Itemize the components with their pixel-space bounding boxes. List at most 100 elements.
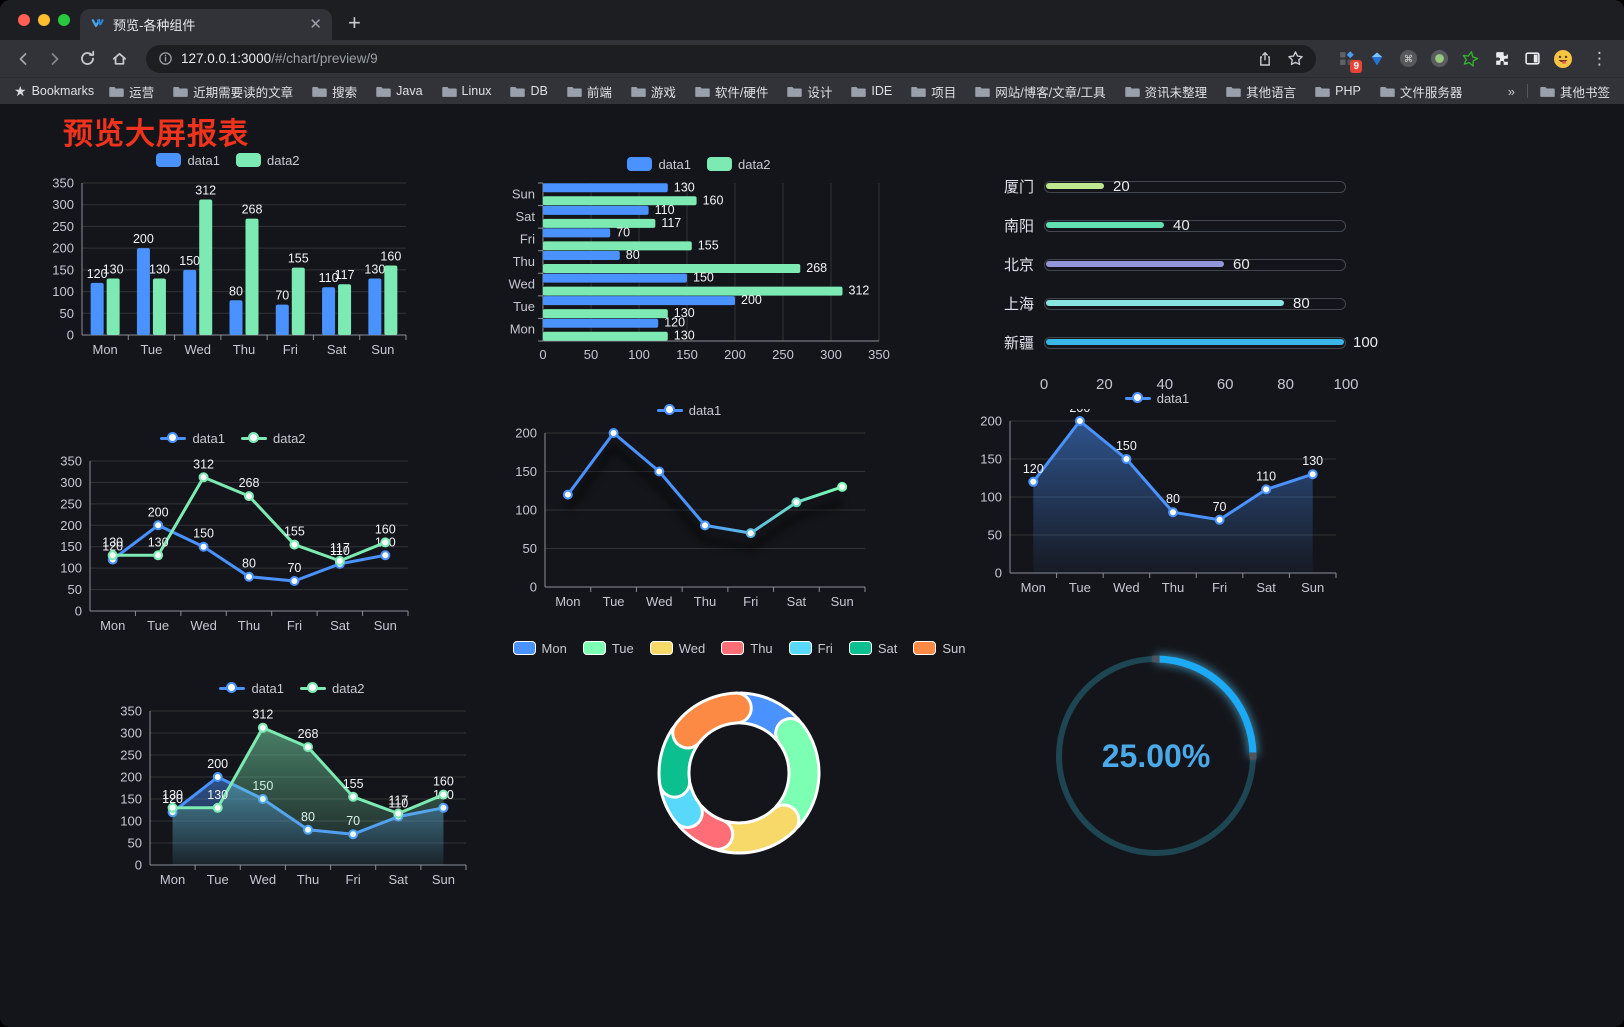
reload-button[interactable]	[74, 46, 100, 72]
address-bar[interactable]: 127.0.0.1:3000/#/chart/preview/9	[146, 44, 1316, 73]
bookmarks-overflow-chevron[interactable]: »	[1507, 83, 1515, 99]
bookmarks-root[interactable]: ★ Bookmarks	[14, 84, 94, 98]
menu-button[interactable]: ⋮	[1591, 48, 1608, 68]
bookmark-star-icon[interactable]	[1287, 50, 1304, 67]
svg-text:200: 200	[148, 505, 169, 519]
svg-text:200: 200	[724, 347, 746, 362]
svg-text:0: 0	[530, 580, 537, 595]
legend-item-Thu[interactable]: Thu	[721, 640, 773, 656]
chart-grouped-bar[interactable]: data1 data2 0 50 100 150 200 250 300 350 Mon Tue Wed…	[40, 149, 416, 361]
zoom-button[interactable]	[58, 14, 70, 26]
bookmark-folder[interactable]: 软件/硬件	[695, 82, 768, 101]
svg-text:155: 155	[284, 525, 305, 539]
bookmark-folder[interactable]: 设计	[787, 82, 832, 101]
close-button[interactable]	[18, 14, 30, 26]
bookmark-folder[interactable]: PHP	[1315, 84, 1361, 98]
svg-text:150: 150	[120, 792, 142, 807]
legend-item-data1[interactable]: data1	[156, 153, 220, 168]
emoji-avatar-icon[interactable]	[1553, 49, 1573, 69]
bookmark-folder[interactable]: Linux	[441, 84, 491, 98]
forward-button[interactable]	[42, 46, 68, 72]
metrics-grid-icon[interactable]: 9	[1336, 49, 1362, 73]
svg-text:70: 70	[616, 225, 630, 239]
bookmarks-star-icon: ★	[14, 83, 27, 99]
svg-text:160: 160	[380, 250, 401, 264]
svg-text:Mon: Mon	[1021, 580, 1046, 595]
puzzle-icon[interactable]	[1491, 49, 1511, 69]
line-legend-marker-icon	[1124, 392, 1151, 403]
bookmark-folder[interactable]: 项目	[911, 82, 956, 101]
legend-item-data2[interactable]: data2	[241, 431, 306, 446]
chart-progress-bars[interactable]: 厦门 20 南阳 40 北京 60 上海 80 新疆 100 0 20 40 60 80 100	[998, 161, 1378, 397]
bookmark-folder[interactable]: 运营	[109, 82, 154, 101]
side-panel-icon[interactable]	[1522, 49, 1542, 69]
chart-donut[interactable]: Mon Tue Wed Thu Fri Sat Sun	[512, 637, 965, 877]
legend-label: Thu	[750, 640, 773, 656]
progress-row: 厦门 20	[998, 167, 1346, 206]
legend-item-data1[interactable]: data1	[1124, 391, 1189, 406]
legend-item-data1[interactable]: data1	[219, 681, 284, 696]
bookmark-folder[interactable]: 搜索	[312, 82, 357, 101]
legend-item-Fri[interactable]: Fri	[788, 641, 833, 656]
blue-gem-icon[interactable]	[1367, 49, 1387, 69]
chart-line-area-double[interactable]: data1 data2 0 50 100 150 200 250 300 350 Mon Tue Wed…	[108, 677, 476, 891]
legend-item-Sat[interactable]: Sat	[848, 641, 897, 656]
browser-tab[interactable]: 预览-各种组件 ✕	[80, 9, 332, 40]
svg-text:Fri: Fri	[283, 342, 298, 357]
other-bookmarks[interactable]: 其他书签	[1540, 82, 1610, 101]
line-legend-marker-icon	[219, 682, 246, 693]
bookmark-folder[interactable]: IDE	[851, 84, 892, 98]
record-circle-icon[interactable]	[1429, 49, 1449, 69]
tab-close-icon[interactable]: ✕	[309, 16, 322, 33]
legend-item-data1[interactable]: data1	[160, 431, 225, 446]
chart-legend: data1 data2	[40, 149, 416, 171]
svg-text:300: 300	[60, 475, 82, 490]
bookmark-folder[interactable]: 资讯未整理	[1124, 82, 1207, 101]
home-button[interactable]	[106, 46, 132, 72]
bookmarks-right: » 其他书签	[1508, 82, 1610, 101]
legend-item-data2[interactable]: data2	[300, 681, 365, 696]
legend-item-data1[interactable]: data1	[627, 157, 691, 172]
bookmark-folder[interactable]: 文件服务器	[1380, 82, 1462, 101]
legend-item-data2[interactable]: data2	[236, 153, 300, 168]
bookmark-folder[interactable]: DB	[510, 84, 548, 98]
chart-horizontal-bar[interactable]: data1 data2 0 50 100 150 200 250 300 350 Sun 130 160…	[505, 153, 893, 365]
progress-value: 20	[1113, 177, 1130, 195]
bookmark-folder[interactable]: 其他语言	[1226, 82, 1296, 101]
bookmark-folder[interactable]: 网站/博客/文章/工具	[975, 82, 1106, 101]
info-icon[interactable]	[158, 51, 173, 66]
legend-item-Mon[interactable]: Mon	[512, 641, 567, 656]
chart-gauge[interactable]: 25.00%	[1038, 643, 1278, 873]
minimize-button[interactable]	[38, 14, 50, 26]
svg-text:Tue: Tue	[513, 299, 535, 314]
legend-item-Sun[interactable]: Sun	[913, 641, 965, 656]
legend-item-data1[interactable]: data1	[656, 403, 721, 418]
new-tab-button[interactable]: +	[348, 10, 361, 35]
svg-text:Wed: Wed	[646, 594, 673, 609]
chart-legend: data1 data2	[108, 677, 476, 699]
chart-legend: data1	[968, 387, 1346, 409]
chart-line-area[interactable]: data1 0 50 100 150 200 Mon Tue Wed Thu Fri Sat Sun 12…	[968, 387, 1346, 599]
green-star-icon[interactable]	[1460, 49, 1480, 69]
chart-line-gradient[interactable]: data1 0 50 100 150 200 Mon Tue Wed Thu Fri Sat Sun	[503, 399, 875, 613]
progress-track: 60	[1044, 256, 1346, 273]
pie-legend-marker-icon	[788, 641, 812, 655]
bookmark-folder[interactable]: 前端	[567, 82, 612, 101]
legend-item-Tue[interactable]: Tue	[582, 641, 634, 656]
bookmark-folder[interactable]: 近期需要读的文章	[173, 82, 293, 101]
svg-text:150: 150	[1116, 439, 1137, 453]
svg-text:Thu: Thu	[1162, 580, 1184, 595]
rect-legend-marker-icon	[627, 157, 653, 171]
svg-text:350: 350	[52, 176, 74, 191]
back-button[interactable]	[10, 46, 36, 72]
share-icon[interactable]	[1257, 51, 1273, 67]
command-circle-icon[interactable]: ⌘	[1398, 49, 1418, 69]
bookmark-folder[interactable]: 游戏	[631, 82, 676, 101]
svg-text:150: 150	[693, 271, 714, 285]
legend-item-Wed[interactable]: Wed	[649, 641, 705, 656]
chart-line-two-series[interactable]: data1 data2 0 50 100 150 200 250 300 350 Mon Tue Wed…	[48, 427, 418, 637]
legend-item-data2[interactable]: data2	[707, 157, 771, 172]
bookmark-folder[interactable]: Java	[376, 84, 423, 98]
legend-label: data1	[192, 430, 225, 446]
svg-text:Wed: Wed	[250, 872, 277, 887]
